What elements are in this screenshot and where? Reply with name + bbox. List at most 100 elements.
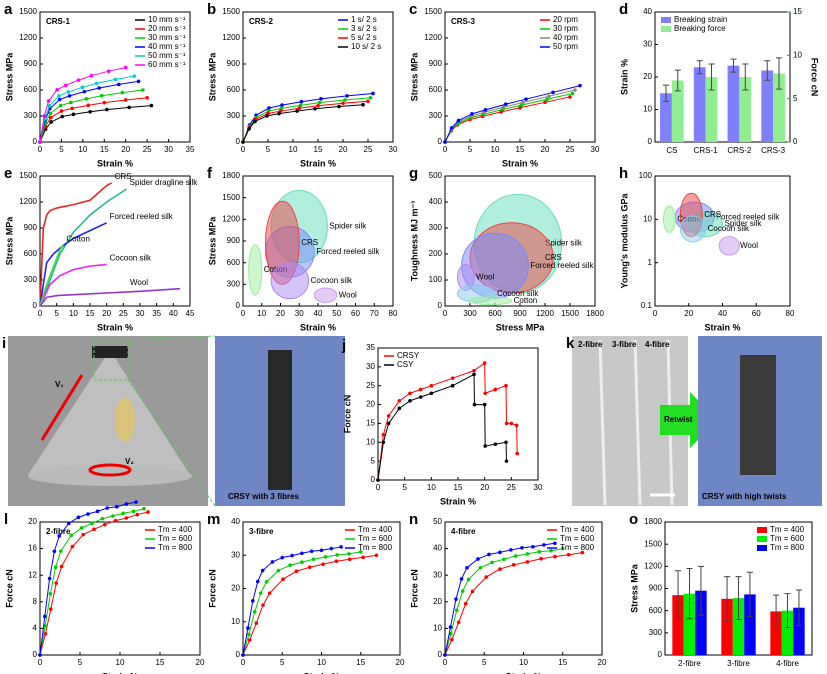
x-axis-label: Strain %	[303, 671, 339, 674]
data-point	[343, 98, 347, 102]
y-tick-label: 0	[438, 301, 443, 310]
panel-letter: h	[619, 165, 628, 182]
region	[469, 296, 513, 306]
plot-title: CRS-3	[451, 17, 476, 26]
bar	[732, 598, 745, 655]
data-point	[260, 568, 265, 573]
data-point	[124, 502, 129, 506]
legend-label: Tm = 600	[158, 534, 193, 543]
bar	[744, 594, 756, 655]
zoom-line	[127, 379, 216, 507]
y-tick-label: 10	[433, 624, 442, 633]
panel-letter: j	[341, 337, 346, 354]
plot-frame	[39, 175, 191, 307]
panel-letter: l	[4, 511, 8, 528]
plot-frame	[39, 11, 191, 143]
panel-letter: e	[4, 165, 12, 182]
region	[270, 262, 310, 300]
x-tick-label: 10	[69, 309, 78, 318]
y-tick-label: 30	[643, 40, 652, 49]
data-point	[97, 86, 101, 90]
data-point	[309, 549, 314, 554]
data-point	[280, 555, 285, 560]
panel-letter: i	[2, 335, 6, 352]
data-point	[470, 112, 474, 116]
data-point	[134, 500, 138, 504]
y-tick-label: 300	[649, 628, 663, 637]
x-tick-label: 15	[516, 145, 525, 154]
region	[718, 236, 740, 256]
data-point	[111, 514, 115, 518]
legend-label: Tm = 600	[770, 534, 805, 543]
x-tick-label: 5	[468, 145, 473, 154]
y-axis-label: Force cN	[342, 395, 352, 434]
data-point	[443, 653, 447, 657]
data-point	[278, 109, 283, 113]
data-point	[323, 555, 328, 559]
x-tick-label: 1200	[536, 309, 554, 318]
data-point	[267, 591, 272, 595]
y-tick-label: 40	[433, 544, 442, 553]
x-tick-label: 1800	[586, 309, 604, 318]
series-label: Cotton	[66, 234, 90, 243]
region-label: CRS	[704, 210, 721, 219]
plot-title: 2-fibre	[46, 527, 71, 536]
data-point	[381, 440, 386, 445]
x-tick-label: 25	[507, 483, 516, 492]
data-point	[418, 387, 423, 392]
x-tick-label: 20	[339, 145, 348, 154]
data-point	[94, 81, 99, 86]
x-axis-label: Strain %	[505, 671, 541, 674]
y-tick-label: 20	[28, 517, 37, 526]
x-tick-label: 30	[389, 145, 398, 154]
data-point	[59, 564, 64, 569]
x-tick-label: 25	[364, 145, 373, 154]
data-point	[429, 391, 434, 396]
data-point	[131, 509, 136, 514]
legend-label: Breaking force	[674, 24, 726, 33]
data-point	[329, 546, 334, 551]
x-tick-label: 0	[443, 145, 448, 154]
bar	[683, 593, 696, 655]
legend-label: Tm = 600	[358, 534, 393, 543]
y-tick-label: 1500	[222, 7, 240, 16]
region-label: Spider silk	[545, 239, 583, 248]
series-line	[39, 66, 126, 143]
data-point	[298, 103, 303, 108]
x-tick-label: 10	[491, 145, 500, 154]
data-point	[531, 544, 535, 549]
series-line	[39, 222, 108, 307]
data-point	[247, 638, 252, 642]
y-axis-label: Stress MPa	[629, 563, 639, 613]
data-point	[317, 100, 322, 105]
region-label: Spider silk	[725, 219, 763, 228]
region-label: Cocoon silk	[497, 289, 539, 298]
y-tick-label: 16	[28, 544, 37, 553]
data-point	[449, 631, 453, 636]
x-tick-label: 15	[558, 658, 567, 667]
legend-key	[757, 536, 767, 542]
data-point	[48, 592, 53, 596]
data-point	[504, 459, 509, 463]
error-bar	[773, 594, 780, 629]
data-point	[482, 402, 487, 407]
y-tick-label: 20	[366, 400, 375, 409]
panel-letter: g	[409, 165, 418, 182]
y-tick-label: 0.1	[641, 301, 653, 310]
region-label: Wool	[476, 273, 494, 282]
x-tick-label: 25	[119, 309, 128, 318]
data-point	[542, 543, 546, 547]
data-point	[361, 555, 365, 560]
data-point	[472, 372, 476, 377]
error-bar	[746, 571, 753, 618]
data-point	[472, 368, 476, 373]
photo-i	[8, 335, 345, 507]
y-tick-label: 300	[429, 111, 443, 120]
x-tick-label: 5	[280, 658, 285, 667]
bar	[671, 80, 684, 142]
x-tick-label: CRS-1	[694, 146, 719, 155]
y-axis-label: Force cN	[207, 569, 217, 608]
bar	[705, 77, 718, 142]
y-tick-label: 30	[231, 550, 240, 559]
